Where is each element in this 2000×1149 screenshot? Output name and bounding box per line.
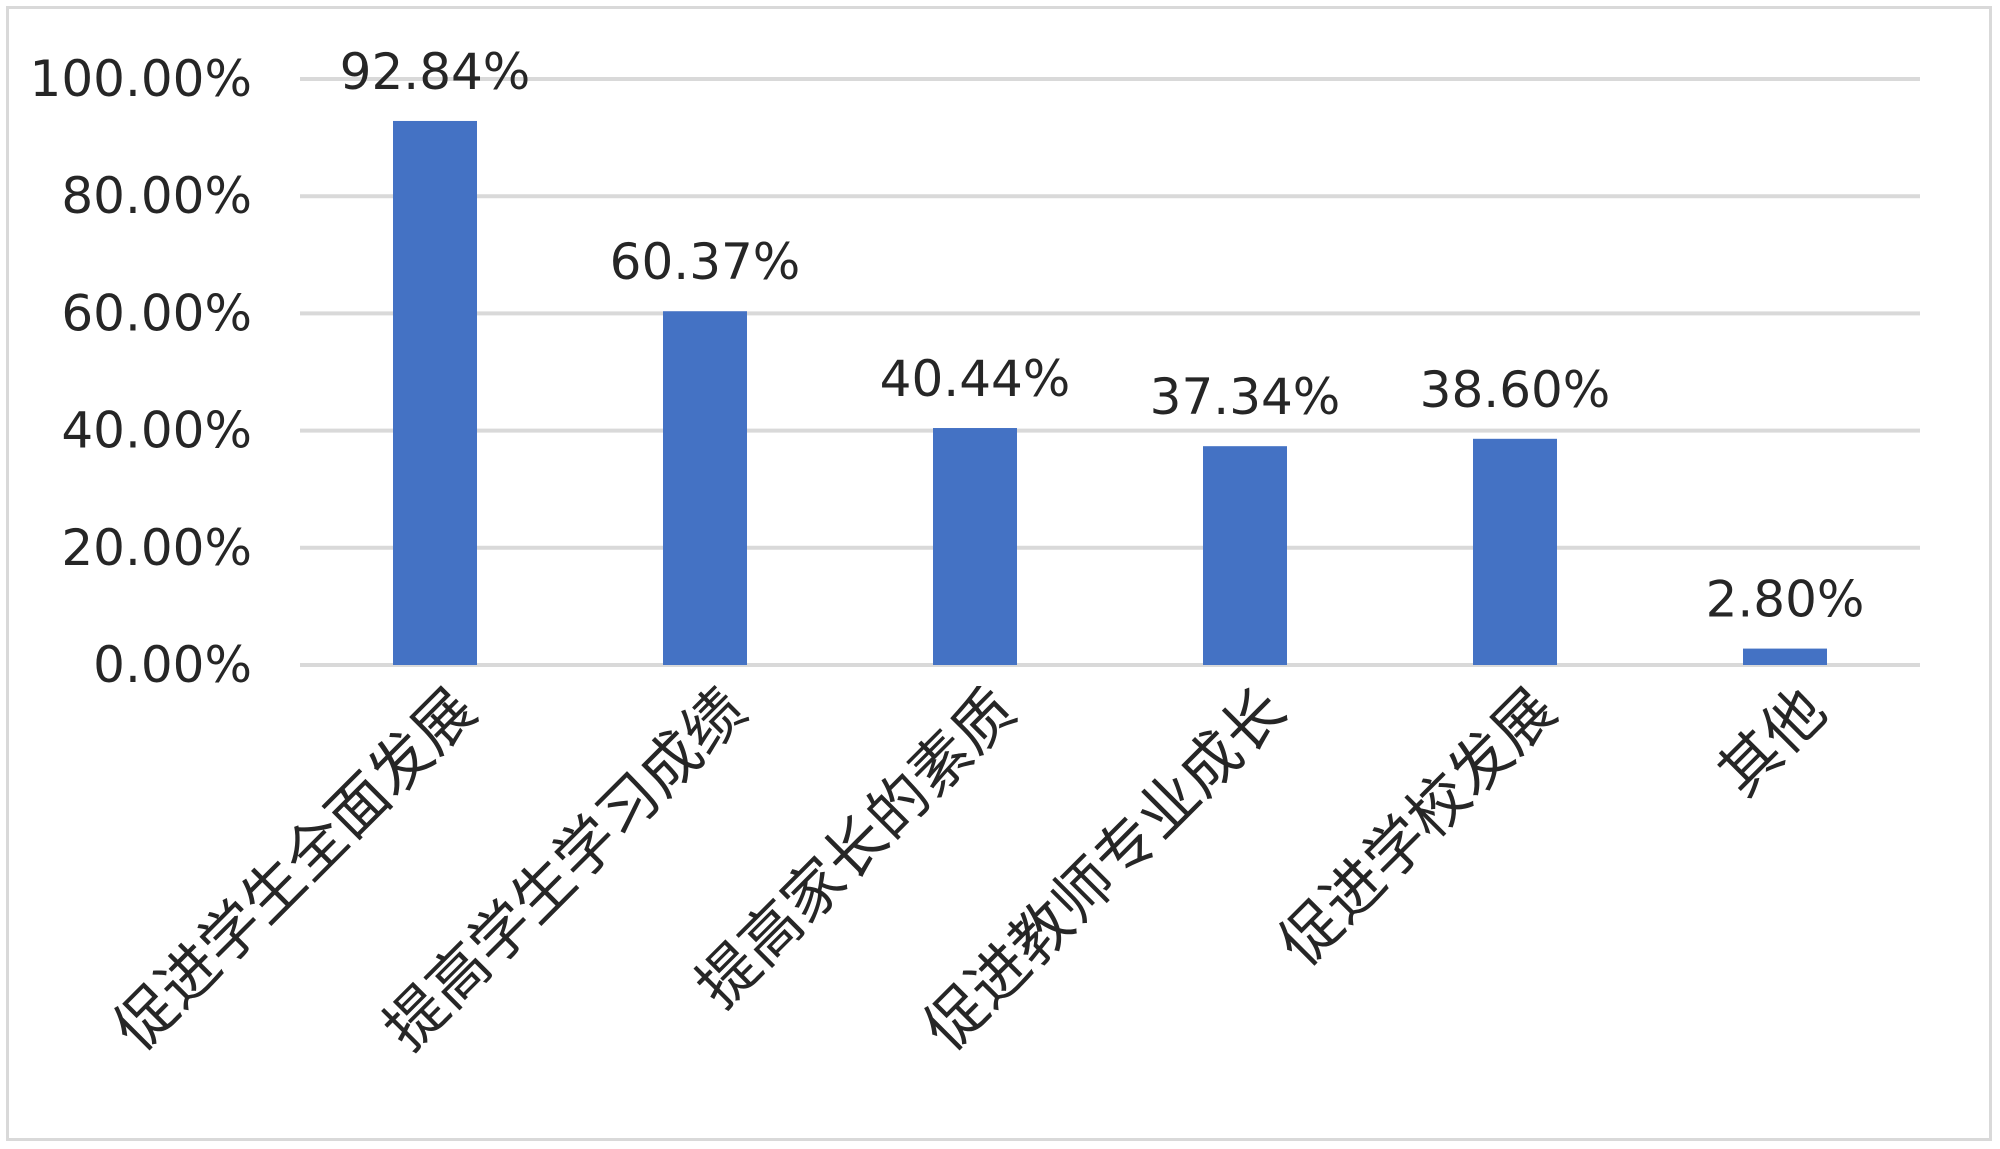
data-label: 2.80% xyxy=(1706,571,1865,629)
y-tick-label: 40.00% xyxy=(61,402,252,460)
data-label: 38.60% xyxy=(1420,361,1611,419)
data-label: 40.44% xyxy=(880,350,1071,408)
data-label: 37.34% xyxy=(1150,368,1341,426)
bar xyxy=(933,428,1017,665)
data-labels: 92.84% 60.37% 40.44% 37.34% 38.60% 2.80% xyxy=(340,43,1865,629)
y-tick-label: 0.00% xyxy=(93,636,252,694)
bar xyxy=(1743,648,1827,665)
bar xyxy=(393,120,477,666)
bars xyxy=(393,120,1827,666)
y-tick-label: 60.00% xyxy=(61,284,252,342)
category-label: 促进学校发展 xyxy=(1266,675,1570,979)
data-label: 92.84% xyxy=(340,43,531,101)
y-tick-label: 80.00% xyxy=(61,167,252,225)
data-label: 60.37% xyxy=(610,233,801,291)
bar xyxy=(1473,438,1557,665)
gridlines xyxy=(300,77,1920,667)
y-tick-label: 100.00% xyxy=(30,50,252,108)
bar xyxy=(1203,446,1287,665)
y-axis-tick-labels: 0.00% 20.00% 40.00% 60.00% 80.00% 100.00% xyxy=(30,50,252,694)
bar xyxy=(663,311,747,665)
category-label: 其他 xyxy=(1705,675,1839,809)
y-tick-label: 20.00% xyxy=(61,519,252,577)
